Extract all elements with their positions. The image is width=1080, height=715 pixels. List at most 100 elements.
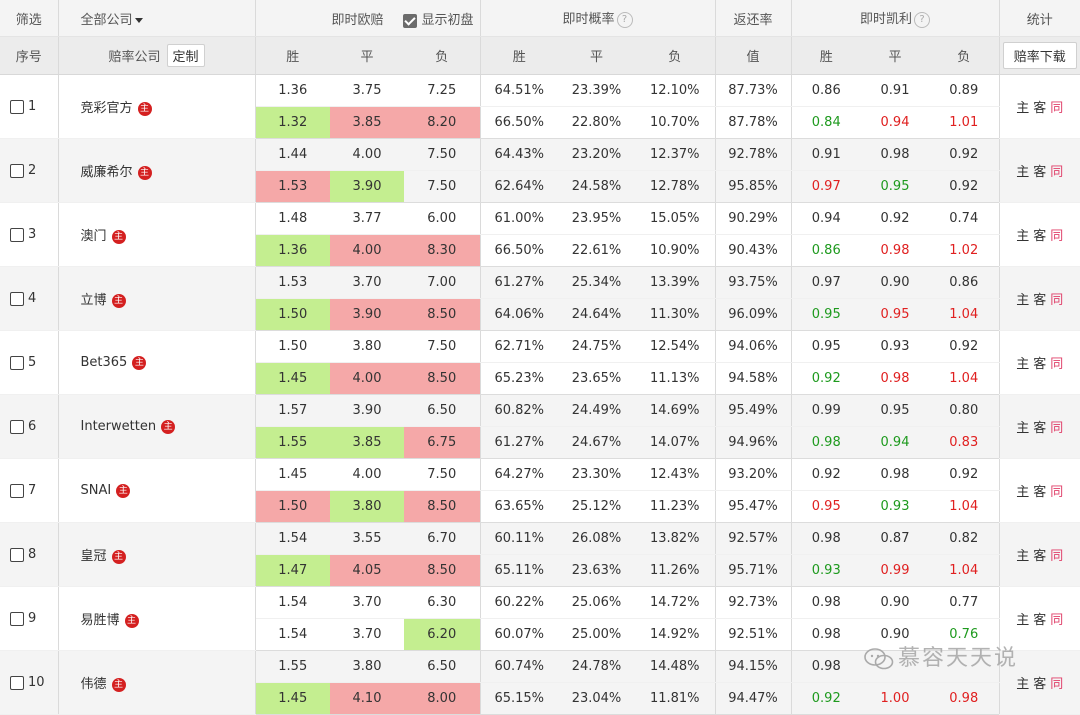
live-odds-cell: 1.32 bbox=[255, 106, 330, 139]
table-row: 6 Interwetten 主 1.57 3.90 6.50 60.82% 24.49% 14.… bbox=[0, 394, 1080, 459]
initial-prob-cell: 62.71% bbox=[480, 330, 558, 363]
kelly-lose-header: 负 bbox=[929, 36, 1000, 75]
home-link[interactable]: 主 bbox=[1016, 549, 1030, 564]
same-link[interactable]: 同 bbox=[1050, 421, 1064, 436]
home-link[interactable]: 主 bbox=[1016, 101, 1030, 116]
live-return-cell: 87.78% bbox=[715, 106, 792, 139]
company-name[interactable]: 威廉希尔 bbox=[80, 165, 133, 180]
initial-odds-cell: 1.55 bbox=[255, 650, 330, 683]
download-button[interactable]: 赔率下载 bbox=[1002, 42, 1077, 69]
home-link[interactable]: 主 bbox=[1016, 485, 1030, 500]
help-icon[interactable]: ? bbox=[616, 11, 633, 28]
row-checkbox[interactable] bbox=[10, 355, 24, 370]
live-euro-label: 即时欧赔 bbox=[331, 12, 384, 28]
live-odds-cell: 3.85 bbox=[330, 106, 404, 139]
initial-prob-cell: 14.72% bbox=[635, 586, 716, 619]
initial-kelly-cell: 0.93 bbox=[861, 330, 929, 363]
live-odds-cell: 3.70 bbox=[330, 618, 404, 651]
show-initial-toggle[interactable]: 显示初盘 bbox=[403, 9, 474, 28]
row-checkbox[interactable] bbox=[10, 483, 24, 498]
initial-kelly-cell: 0.87 bbox=[861, 522, 929, 555]
same-link[interactable]: 同 bbox=[1050, 677, 1064, 692]
home-link[interactable]: 主 bbox=[1016, 165, 1030, 180]
live-prob-cell: 14.92% bbox=[635, 618, 716, 651]
away-link[interactable]: 客 bbox=[1033, 229, 1047, 244]
live-odds-cell: 8.20 bbox=[404, 106, 481, 139]
live-odds-cell: 3.80 bbox=[330, 490, 404, 523]
live-kelly-cell: 0.92 bbox=[791, 362, 861, 395]
home-link[interactable]: 主 bbox=[1016, 293, 1030, 308]
same-link[interactable]: 同 bbox=[1050, 613, 1064, 628]
row-checkbox[interactable] bbox=[10, 675, 24, 690]
company-name[interactable]: SNAI bbox=[80, 483, 112, 498]
header-row-2: 序号 赔率公司 定制 胜 平 负 胜 平 负 值 胜 平 负 赔率下载 bbox=[0, 36, 1080, 75]
row-checkbox[interactable] bbox=[10, 99, 24, 114]
live-prob-cell: 11.13% bbox=[635, 362, 716, 395]
row-checkbox[interactable] bbox=[10, 291, 24, 306]
initial-prob-cell: 23.20% bbox=[558, 138, 635, 171]
home-badge-icon: 主 bbox=[111, 229, 126, 244]
live-odds-cell: 1.36 bbox=[255, 234, 330, 267]
initial-kelly-cell: 0.80 bbox=[929, 394, 1000, 427]
home-link[interactable]: 主 bbox=[1016, 613, 1030, 628]
row-checkbox[interactable] bbox=[10, 163, 24, 178]
live-odds-cell: 1.55 bbox=[255, 426, 330, 459]
away-link[interactable]: 客 bbox=[1033, 101, 1047, 116]
same-link[interactable]: 同 bbox=[1050, 293, 1064, 308]
initial-odds-cell: 6.70 bbox=[404, 522, 481, 555]
away-link[interactable]: 客 bbox=[1033, 613, 1047, 628]
same-link[interactable]: 同 bbox=[1050, 549, 1064, 564]
same-link[interactable]: 同 bbox=[1050, 357, 1064, 372]
company-name[interactable]: 澳门 bbox=[80, 229, 107, 244]
home-link[interactable]: 主 bbox=[1016, 677, 1030, 692]
away-link[interactable]: 客 bbox=[1033, 165, 1047, 180]
same-link[interactable]: 同 bbox=[1050, 165, 1064, 180]
initial-kelly-cell: 0.98 bbox=[791, 650, 861, 683]
away-link[interactable]: 客 bbox=[1033, 549, 1047, 564]
company-header-label: 赔率公司 bbox=[108, 50, 161, 65]
row-checkbox[interactable] bbox=[10, 227, 24, 242]
company-name[interactable]: Interwetten bbox=[80, 419, 157, 434]
help-icon[interactable]: ? bbox=[914, 11, 930, 28]
same-link[interactable]: 同 bbox=[1050, 101, 1064, 116]
table-row: 1.32 3.85 8.20 66.50% 22.80% 10.70% 87.78% 0.84… bbox=[0, 106, 1080, 139]
initial-odds-cell: 4.00 bbox=[330, 458, 404, 491]
initial-kelly-cell: 0.86 bbox=[929, 266, 1000, 299]
initial-kelly-cell: 0.86 bbox=[791, 74, 861, 107]
company-select[interactable]: 全部公司 bbox=[58, 0, 256, 37]
company-cell: SNAI 主 bbox=[58, 458, 256, 523]
live-kelly-cell: 0.95 bbox=[861, 170, 929, 203]
company-name[interactable]: 伟德 bbox=[80, 677, 107, 692]
row-checkbox[interactable] bbox=[10, 611, 24, 626]
company-cell: Interwetten 主 bbox=[58, 394, 256, 459]
row-checkbox[interactable] bbox=[10, 419, 24, 434]
away-link[interactable]: 客 bbox=[1033, 677, 1047, 692]
same-link[interactable]: 同 bbox=[1050, 485, 1064, 500]
actions-cell: 主客同 bbox=[999, 394, 1080, 459]
company-name[interactable]: 易胜博 bbox=[80, 613, 120, 628]
row-checkbox[interactable] bbox=[10, 547, 24, 562]
company-name[interactable]: Bet365 bbox=[80, 355, 128, 370]
same-link[interactable]: 同 bbox=[1050, 229, 1064, 244]
customize-button[interactable]: 定制 bbox=[166, 44, 205, 67]
live-odds-cell: 8.50 bbox=[404, 554, 481, 587]
home-badge-icon: 主 bbox=[111, 293, 126, 308]
away-link[interactable]: 客 bbox=[1033, 485, 1047, 500]
live-return-cell: 95.85% bbox=[715, 170, 792, 203]
away-link[interactable]: 客 bbox=[1033, 357, 1047, 372]
initial-return-cell: 93.75% bbox=[715, 266, 792, 299]
row-index-cell: 8 bbox=[0, 522, 59, 587]
live-odds-cell: 8.50 bbox=[404, 490, 481, 523]
company-name[interactable]: 竞彩官方 bbox=[80, 101, 133, 116]
home-link[interactable]: 主 bbox=[1016, 229, 1030, 244]
away-link[interactable]: 客 bbox=[1033, 293, 1047, 308]
company-name[interactable]: 皇冠 bbox=[80, 549, 107, 564]
away-link[interactable]: 客 bbox=[1033, 421, 1047, 436]
company-name[interactable]: 立博 bbox=[80, 293, 107, 308]
live-prob-cell: 63.65% bbox=[480, 490, 558, 523]
home-link[interactable]: 主 bbox=[1016, 357, 1030, 372]
home-link[interactable]: 主 bbox=[1016, 421, 1030, 436]
initial-prob-cell: 12.37% bbox=[635, 138, 716, 171]
kelly-win-header: 胜 bbox=[791, 36, 861, 75]
